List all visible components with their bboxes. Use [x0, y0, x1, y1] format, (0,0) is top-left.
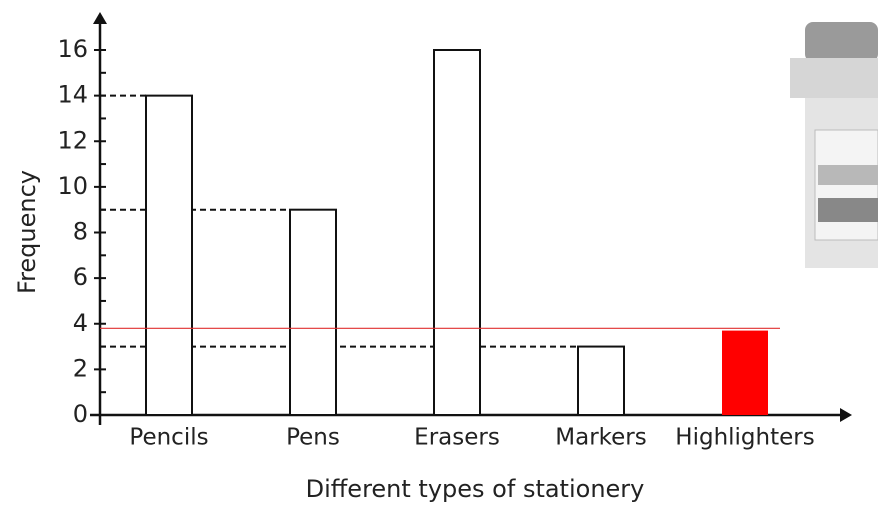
y-tick-label: 8: [73, 218, 88, 246]
bar: [433, 49, 481, 416]
x-arrow: [840, 408, 852, 422]
y-tick-label: 16: [57, 35, 88, 63]
x-tick-label: Highlighters: [675, 425, 814, 451]
y-tick-label: 4: [73, 309, 88, 337]
bar: [722, 330, 768, 415]
y-tick-label: 6: [73, 263, 88, 291]
x-axis-label: Different types of stationery: [306, 475, 645, 503]
store-illustration: [790, 22, 878, 268]
y-tick-label: 12: [57, 126, 88, 154]
y-tick-label: 14: [57, 81, 88, 109]
x-tick-label: Pens: [286, 425, 340, 451]
x-tick-label: Markers: [555, 425, 646, 451]
y-axis-label: Frequency: [13, 170, 41, 294]
bar: [145, 94, 193, 416]
y-tick-label: 10: [57, 172, 88, 200]
y-tick-label: 2: [73, 354, 88, 382]
bar: [289, 208, 337, 416]
y-arrow: [93, 12, 107, 24]
y-tick-label: 0: [73, 400, 88, 428]
bar: [577, 345, 625, 416]
x-tick-label: Erasers: [414, 425, 500, 451]
x-tick-label: Pencils: [129, 425, 208, 451]
